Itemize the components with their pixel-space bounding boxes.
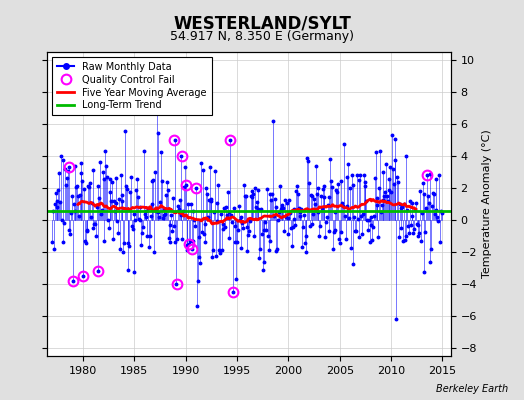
Text: WESTERLAND/SYLT: WESTERLAND/SYLT: [173, 14, 351, 32]
Legend: Raw Monthly Data, Quality Control Fail, Five Year Moving Average, Long-Term Tren: Raw Monthly Data, Quality Control Fail, …: [52, 57, 212, 115]
Y-axis label: Temperature Anomaly (°C): Temperature Anomaly (°C): [483, 130, 493, 278]
Text: Berkeley Earth: Berkeley Earth: [436, 384, 508, 394]
Text: 54.917 N, 8.350 E (Germany): 54.917 N, 8.350 E (Germany): [170, 30, 354, 43]
